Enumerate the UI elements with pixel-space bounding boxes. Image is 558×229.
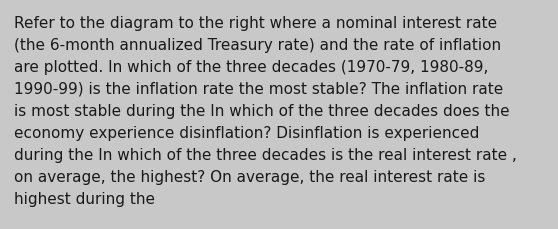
Text: Refer to the diagram to the right where a nominal interest rate
(the 6-month ann: Refer to the diagram to the right where … — [14, 16, 517, 206]
